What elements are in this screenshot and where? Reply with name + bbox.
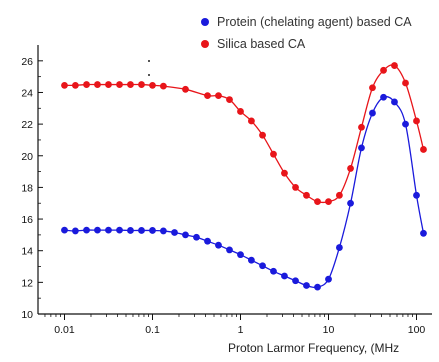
y-tick-label: 12 (21, 277, 33, 289)
series-1 (61, 62, 427, 206)
series-1-point (237, 108, 244, 115)
plot-frame (37, 45, 432, 315)
stray-mark-upper (148, 60, 150, 62)
series-1-point (303, 191, 310, 199)
series-0-point (105, 226, 112, 234)
legend-label-series-0: Protein (chelating agent) based CA (217, 15, 412, 29)
legend-label-series-1: Silica based CA (217, 37, 306, 51)
y-tick-label: 18 (21, 182, 33, 194)
y-tick-label: 16 (21, 214, 33, 226)
series-0-point (204, 237, 211, 245)
series-1-point (71, 81, 79, 89)
series-0-point (71, 227, 79, 235)
series-1-point (270, 150, 277, 158)
y-tick-label: 10 (21, 309, 33, 321)
series-0 (61, 93, 427, 291)
series-0-point (193, 233, 200, 241)
series-0-point (159, 227, 167, 235)
series-0-point (116, 226, 123, 234)
series-1-point (259, 131, 266, 139)
series-1-point (281, 169, 288, 177)
series-0-point (215, 241, 222, 249)
series-0-point (226, 246, 233, 254)
y-tick-label: 22 (21, 119, 33, 131)
series-0-point (314, 283, 321, 291)
series-0-point (402, 120, 409, 128)
series-0-point (61, 226, 68, 234)
series-0-point (420, 229, 427, 237)
legend-marker-series-1 (201, 40, 209, 48)
series-1-point (204, 92, 211, 100)
x-tick-label: 0.1 (145, 324, 160, 336)
legend-marker-series-0 (201, 18, 209, 26)
x-tick-label: 1 (238, 324, 244, 336)
x-tick-label: 0.01 (54, 324, 75, 336)
series-0-point (325, 275, 332, 283)
series-1-point (149, 81, 156, 89)
series-1-point (413, 117, 420, 125)
series-1-point (61, 81, 68, 89)
series-0-point (83, 226, 90, 234)
x-axis-title: Proton Larmor Frequency, (MHz (228, 341, 399, 355)
y-tick-label: 20 (21, 151, 33, 163)
series-1-point (94, 81, 101, 88)
series-0-point (127, 227, 134, 234)
y-tick-label: 14 (21, 246, 33, 258)
stray-marks (148, 60, 150, 76)
y-axis-ticks: 10 12 14 16 18 20 22 24 26 (21, 56, 43, 321)
series-1-point (336, 191, 343, 199)
series-0-point (347, 199, 354, 207)
series-1-point (105, 81, 112, 88)
series-1-point (314, 198, 321, 206)
series-1-point (83, 81, 90, 88)
series-0-point (94, 226, 101, 234)
series-1-point (226, 96, 233, 103)
series-0-point (248, 256, 255, 264)
series-1-point (138, 81, 145, 88)
series-0-point (413, 191, 420, 199)
series-layer (61, 62, 427, 291)
series-1-point (420, 146, 427, 153)
series-1-point (182, 85, 189, 93)
series-1-point (347, 165, 354, 172)
y-tick-label: 24 (21, 87, 33, 99)
stray-mark-lower (148, 74, 150, 76)
series-1-point (159, 82, 167, 90)
series-0-point (358, 144, 365, 152)
series-1-point (369, 84, 376, 92)
series-1-point (292, 184, 299, 191)
series-0-point (270, 267, 277, 275)
legend: Protein (chelating agent) based CA Silic… (201, 15, 412, 51)
series-0-point (171, 229, 178, 236)
series-1-point (358, 123, 365, 131)
series-0-line (64, 95, 425, 289)
series-1-point (215, 92, 222, 100)
series-0-point (149, 227, 156, 234)
series-1-point (116, 81, 123, 88)
series-0-point (182, 231, 189, 239)
series-1-point (402, 79, 409, 87)
series-0-point (237, 251, 244, 259)
x-tick-label: 10 (323, 324, 335, 336)
series-1-point (127, 81, 134, 88)
series-0-point (303, 282, 310, 289)
series-1-point (380, 66, 387, 74)
series-0-point (281, 272, 288, 280)
series-0-point (138, 227, 145, 234)
series-0-point (292, 277, 299, 285)
series-0-point (259, 262, 266, 270)
series-1-point (391, 62, 398, 69)
x-tick-label: 100 (408, 324, 426, 336)
y-tick-label: 26 (21, 56, 33, 68)
series-0-point (369, 109, 376, 117)
series-0-point (391, 98, 398, 106)
series-1-point (248, 117, 255, 125)
series-0-point (380, 93, 387, 101)
series-0-point (336, 244, 343, 251)
x-axis-ticks: 0.01 0.1 1 10 100 (44, 314, 426, 336)
series-1-point (325, 198, 332, 206)
